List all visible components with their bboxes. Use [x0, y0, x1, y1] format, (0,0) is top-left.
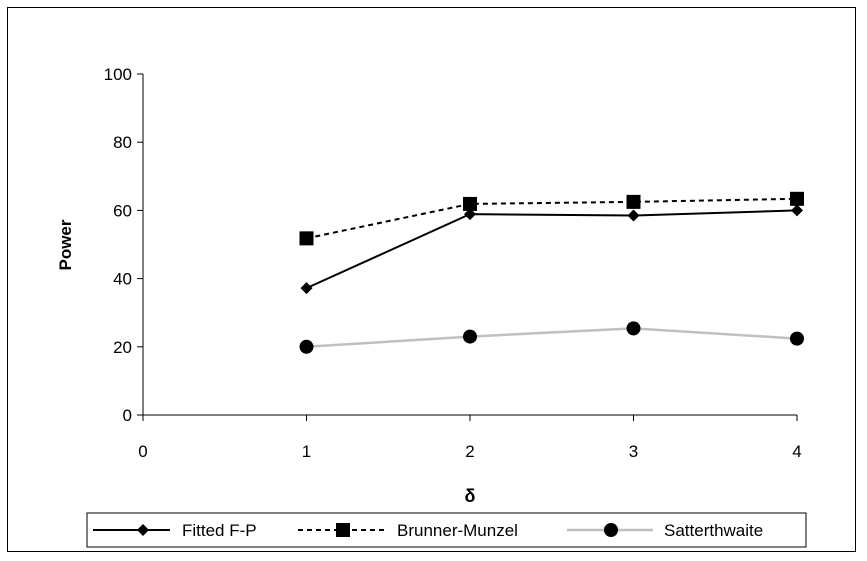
legend-label: Brunner-Munzel — [397, 521, 518, 540]
x-tick-label: 2 — [465, 442, 474, 461]
data-point — [463, 329, 477, 344]
y-axis-label: Power — [56, 219, 75, 270]
data-point — [627, 209, 640, 222]
legend-marker — [137, 524, 149, 536]
data-point — [626, 321, 641, 336]
series-brunner-munzel — [299, 191, 804, 246]
data-point — [463, 196, 477, 211]
legend-box — [86, 512, 807, 548]
data-point — [299, 231, 314, 246]
data-point — [626, 194, 641, 209]
legend-marker — [604, 523, 618, 537]
y-tick-label: 20 — [113, 338, 132, 357]
data-point — [790, 191, 804, 206]
y-tick-label: 80 — [113, 133, 132, 152]
legend-marker — [336, 523, 350, 537]
data-point — [464, 208, 476, 221]
legend-item: Brunner-Munzel — [298, 521, 518, 540]
chart-frame — [7, 7, 856, 552]
x-axis-label: δ — [465, 486, 476, 506]
y-tick-label: 60 — [113, 201, 132, 220]
legend-item: Fitted F-P — [93, 521, 257, 540]
legend-item: Satterthwaite — [567, 521, 763, 540]
legend-label: Fitted F-P — [182, 521, 257, 540]
series-satterthwaite — [299, 321, 804, 354]
data-point — [299, 339, 314, 354]
x-tick-label: 4 — [792, 442, 801, 461]
x-tick-label: 1 — [302, 442, 311, 461]
legend-label: Satterthwaite — [664, 521, 763, 540]
x-tick-label: 0 — [138, 442, 147, 461]
data-point — [300, 282, 313, 295]
x-tick-label: 3 — [629, 442, 638, 461]
series-layer — [299, 191, 804, 354]
series-line — [306, 197, 798, 240]
data-point — [790, 331, 804, 346]
y-tick-label: 100 — [104, 65, 132, 84]
series-line — [306, 327, 798, 349]
data-point — [791, 204, 803, 217]
y-tick-label: 0 — [123, 406, 132, 425]
series-line — [306, 209, 798, 290]
axes: 0 20 40 60 80 100 0 1 2 3 4 — [104, 65, 802, 461]
y-tick-label: 40 — [113, 270, 132, 289]
series-fitted-f-p — [300, 204, 803, 295]
legend: Fitted F-P Brunner-Munzel Satterthwaite — [86, 512, 807, 548]
